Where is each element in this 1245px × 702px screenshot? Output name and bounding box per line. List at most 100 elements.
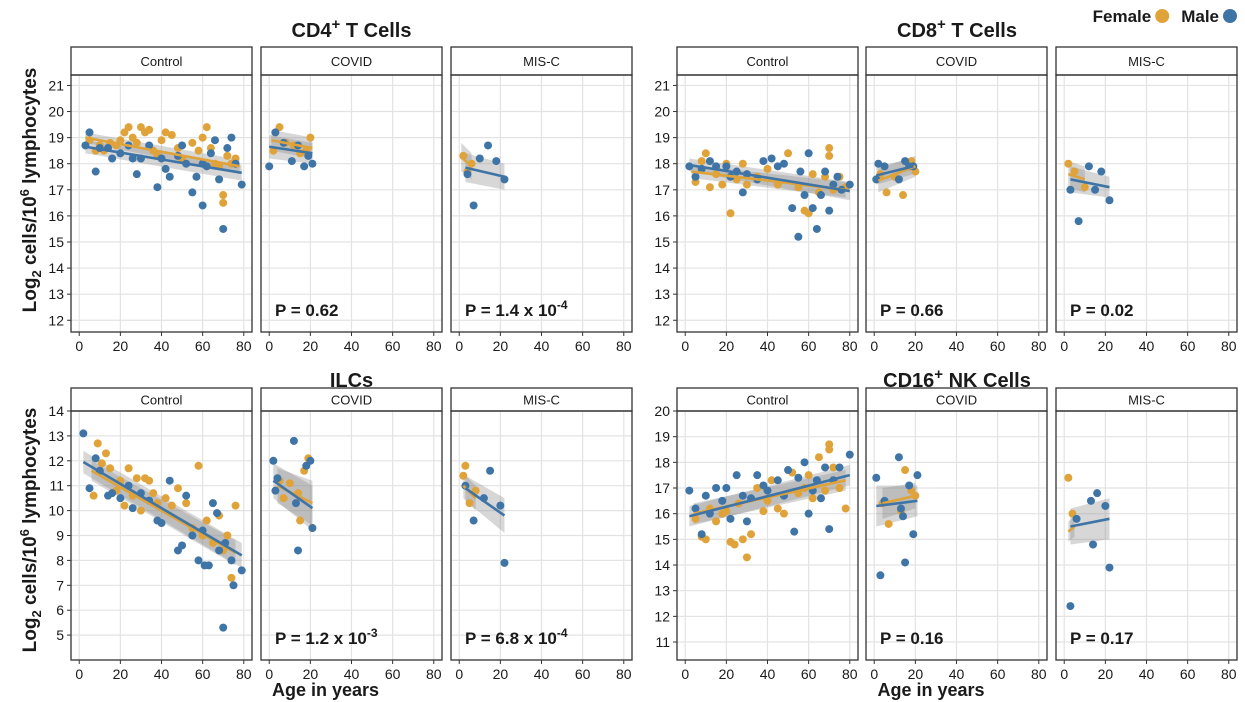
y-tick-label: 19	[654, 429, 670, 445]
data-point	[89, 491, 98, 500]
data-point	[153, 183, 162, 192]
x-tick-label: 60	[990, 666, 1006, 682]
data-point	[296, 516, 305, 525]
data-point	[738, 159, 747, 168]
data-point	[128, 154, 137, 163]
data-point	[1066, 602, 1075, 611]
data-point	[804, 149, 813, 158]
y-label-sub: 2	[29, 270, 44, 277]
data-point	[742, 553, 751, 562]
title-main: ILCs	[330, 370, 373, 392]
y-tick-label: 14	[48, 403, 64, 419]
x-tick-label: 40	[760, 338, 776, 354]
legend-swatch	[1223, 9, 1237, 23]
x-tick-label: 40	[154, 666, 170, 682]
data-point	[145, 125, 154, 134]
regression-line	[82, 460, 243, 557]
data-point	[116, 136, 125, 145]
data-point	[219, 198, 228, 207]
p-value-exponent: -4	[557, 626, 568, 640]
data-point	[273, 474, 282, 483]
data-point	[178, 141, 187, 150]
regression-line	[460, 156, 473, 168]
panel-border	[865, 410, 1048, 661]
regression-line	[1070, 517, 1110, 528]
data-point	[784, 149, 793, 158]
data-point	[198, 133, 207, 142]
title-sup: +	[937, 16, 946, 33]
data-point	[812, 224, 821, 233]
data-point	[188, 138, 197, 147]
data-point	[173, 484, 182, 493]
y-tick-label: 17	[654, 480, 670, 496]
data-point	[157, 136, 166, 145]
p-value-text: P = 0.62	[275, 301, 339, 320]
p-value-exponent: -3	[367, 626, 378, 640]
data-point	[271, 128, 280, 137]
regression-line	[85, 145, 242, 175]
data-point	[192, 172, 201, 181]
facet-label: COVID	[936, 54, 977, 69]
title-tail: T Cells	[340, 20, 411, 42]
p-value-text: P = 0.02	[1070, 301, 1134, 320]
regression-line	[875, 165, 914, 177]
data-point	[213, 509, 222, 518]
data-point	[289, 436, 298, 445]
data-point	[841, 504, 850, 513]
x-axis-label: Age in years	[877, 680, 984, 700]
data-point	[718, 180, 727, 189]
data-point	[161, 164, 170, 173]
y-tick-label: 8	[56, 552, 64, 568]
data-point	[1066, 185, 1075, 194]
data-point	[773, 476, 782, 485]
data-point	[161, 128, 170, 137]
data-point	[132, 138, 141, 147]
y-tick-label: 9	[56, 528, 64, 544]
data-point	[91, 167, 100, 176]
facet-label: COVID	[936, 393, 977, 408]
panel-border	[260, 410, 443, 661]
data-point	[800, 191, 809, 200]
data-point	[308, 524, 317, 533]
data-point	[685, 486, 694, 495]
x-tick-label: 80	[616, 666, 632, 682]
y-tick-label: 16	[654, 208, 670, 224]
data-point	[237, 180, 246, 189]
y-tick-label: 16	[48, 208, 64, 224]
data-point	[796, 167, 805, 176]
data-point	[773, 162, 782, 171]
x-tick-label: 40	[154, 338, 170, 354]
x-tick-label: 80	[1031, 666, 1047, 682]
data-point	[194, 146, 203, 155]
data-point	[97, 459, 106, 468]
y-label-sup: 6	[17, 529, 32, 536]
data-point	[816, 494, 825, 503]
x-tick-label: 0	[455, 666, 463, 682]
regression-line	[464, 487, 506, 517]
data-point	[884, 519, 893, 528]
x-tick-label: 20	[493, 666, 509, 682]
data-point	[188, 531, 197, 540]
panel-border	[676, 410, 859, 661]
data-point	[132, 170, 141, 179]
data-point	[300, 162, 309, 171]
x-tick-label: 20	[493, 338, 509, 354]
regression-line	[876, 499, 918, 508]
p-value-text: P = 0.16	[880, 629, 944, 648]
x-tick-label: 80	[426, 666, 442, 682]
data-point	[91, 454, 100, 463]
data-point	[215, 546, 224, 555]
x-tick-label: 80	[1221, 666, 1237, 682]
x-tick-label: 20	[113, 338, 129, 354]
data-point	[294, 546, 303, 555]
y-tick-label: 12	[654, 312, 670, 328]
regression-line	[1067, 525, 1076, 533]
data-point	[215, 175, 224, 184]
facet-label: MIS-C	[523, 54, 560, 69]
data-point	[108, 489, 117, 498]
data-point	[469, 201, 478, 210]
panel-border	[1055, 74, 1238, 333]
data-point	[188, 188, 197, 197]
y-label-sup: 6	[17, 189, 32, 196]
facet-strip	[1055, 46, 1238, 76]
